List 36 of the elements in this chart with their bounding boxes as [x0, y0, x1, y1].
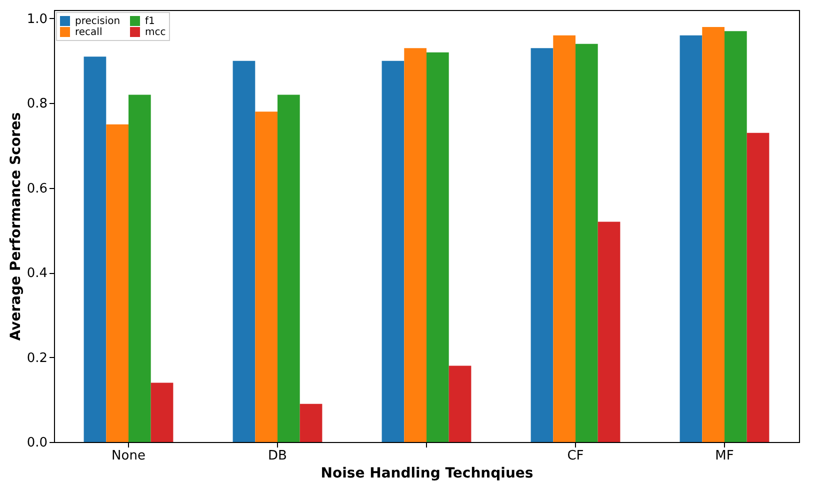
y-tick-label: 0.6 [26, 181, 48, 196]
legend-label: recall [75, 27, 102, 38]
bar [598, 222, 620, 442]
bar [278, 94, 300, 442]
y-tick-label: 1.0 [26, 12, 48, 27]
bar [746, 132, 770, 442]
legend-label: f1 [145, 16, 155, 27]
x-axis-title: Noise Handling Technqiues [320, 466, 534, 482]
bar [382, 60, 404, 442]
x-tick-label: DB [268, 448, 287, 464]
bar [426, 52, 449, 442]
bar [576, 44, 598, 442]
bar [724, 31, 747, 442]
bar [680, 35, 702, 442]
y-tick-label: 0.0 [26, 436, 48, 450]
bar [530, 48, 554, 442]
bar [255, 112, 278, 442]
y-axis-title: Average Performance Scores [8, 112, 24, 341]
bar [553, 35, 576, 442]
bar [448, 366, 472, 442]
y-tick-label: 0.4 [26, 266, 48, 282]
legend-label: precision [75, 16, 120, 27]
x-tick-label: None [112, 448, 146, 464]
x-tick-label: MF [715, 448, 734, 464]
bar [84, 56, 106, 442]
y-tick-label: 0.2 [26, 350, 48, 366]
x-tick-label: CF [567, 448, 584, 464]
bar [128, 94, 151, 442]
bar [232, 60, 256, 442]
bar [702, 26, 724, 442]
bar [150, 382, 174, 442]
y-tick-label: 0.8 [26, 96, 48, 112]
bar [404, 48, 426, 442]
legend-label: mcc [145, 27, 166, 38]
bar [106, 124, 128, 442]
bar [300, 404, 322, 442]
